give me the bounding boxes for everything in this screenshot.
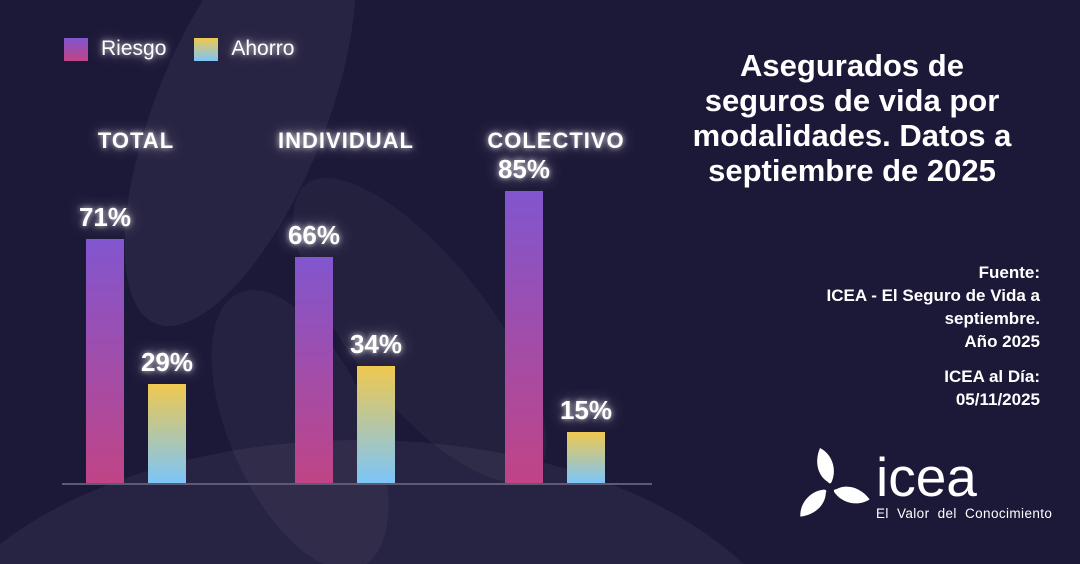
source-line: Fuente: <box>978 263 1040 282</box>
bar-colectivo-ahorro: 15% <box>560 395 612 483</box>
bar-individual-riesgo: 66% <box>288 220 340 483</box>
icea-wordmark: icea <box>876 446 977 508</box>
page-title: Asegurados de seguros de vida por modali… <box>664 48 1040 188</box>
title-line: seguros de vida por <box>704 83 1000 118</box>
bar-colectivo-riesgo: 85% <box>498 154 550 483</box>
bar-value-label: 71% <box>78 202 132 232</box>
icea-logo: icea El Valor del Conocimiento <box>788 444 1052 528</box>
source-note: Fuente: ICEA - El Seguro de Vida a septi… <box>680 261 1041 353</box>
x-axis-baseline <box>62 483 652 485</box>
bar-individual-ahorro: 34% <box>350 329 402 483</box>
title-line: Asegurados de <box>740 48 964 83</box>
bar <box>567 432 605 483</box>
bar-value-label: 15% <box>559 395 613 425</box>
legend-label-riesgo: Riesgo <box>101 37 167 60</box>
publication-label: ICEA al Día: <box>944 367 1040 386</box>
legend-item-ahorro: Ahorro <box>194 37 294 61</box>
bar-value-label: 85% <box>497 154 551 184</box>
category-label-colectivo: COLECTIVO <box>487 128 625 153</box>
chart-legend: Riesgo Ahorro <box>64 37 294 61</box>
publication-date: ICEA al Día: 05/11/2025 <box>680 365 1040 411</box>
publication-value: 05/11/2025 <box>955 390 1040 409</box>
category-label-individual: INDIVIDUAL <box>278 128 414 153</box>
icea-logo-text: icea El Valor del Conocimiento <box>876 446 1053 522</box>
legend-label-ahorro: Ahorro <box>231 37 295 60</box>
source-line: ICEA - El Seguro de Vida a <box>826 286 1041 305</box>
bar-chart: TOTAL INDIVIDUAL COLECTIVO 71% 29% 66% 3… <box>62 128 652 485</box>
bar-total-riesgo: 71% <box>79 202 131 483</box>
bar <box>357 366 395 483</box>
bar <box>505 191 543 483</box>
bar-total-ahorro: 29% <box>141 347 193 483</box>
bar <box>86 239 124 483</box>
source-line: septiembre. <box>944 309 1040 328</box>
info-panel: Asegurados de seguros de vida por modali… <box>660 0 1080 564</box>
bar-value-label: 66% <box>287 220 341 250</box>
category-label-total: TOTAL <box>97 128 175 153</box>
legend-item-riesgo: Riesgo <box>64 37 166 61</box>
source-line: Año 2025 <box>964 332 1040 351</box>
icea-logo-mark-icon <box>800 448 870 517</box>
bar-value-label: 29% <box>140 347 194 377</box>
title-line: septiembre de 2025 <box>708 153 996 188</box>
bar <box>295 257 333 483</box>
bar <box>148 384 186 483</box>
bar-value-label: 34% <box>349 329 403 359</box>
ahorro-swatch-icon <box>194 37 219 61</box>
icea-tagline: El Valor del Conocimiento <box>876 506 1053 521</box>
riesgo-swatch-icon <box>64 37 88 61</box>
title-line: modalidades. Datos a <box>692 118 1012 153</box>
